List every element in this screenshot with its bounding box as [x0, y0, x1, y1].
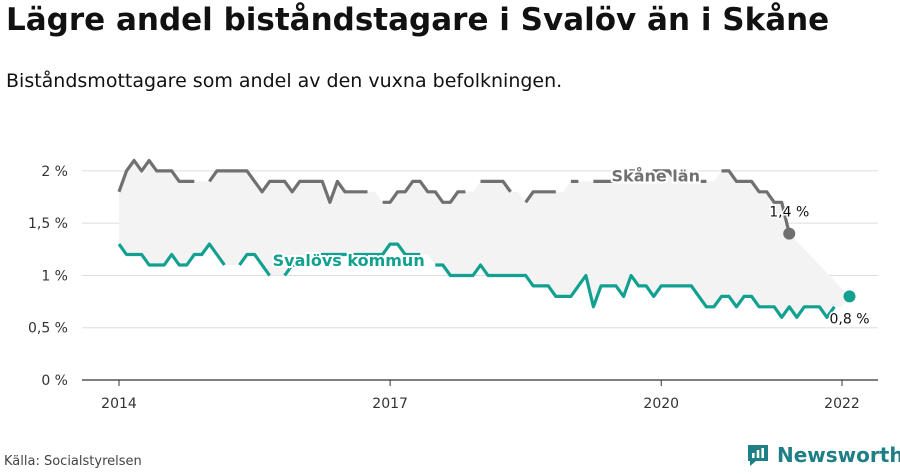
series-line-skane [480, 179, 512, 193]
series-line-skane [208, 169, 368, 204]
newsworthy-logo-icon [748, 445, 768, 466]
series-line-svalov [238, 252, 271, 277]
y-tick-label: 0,5 % [28, 321, 68, 337]
end-point [783, 227, 796, 240]
y-tick-label: 0 % [41, 373, 68, 389]
series-line-skane [593, 169, 707, 183]
source-note: Källa: Socialstyrelsen [4, 454, 142, 469]
series-line-skane [382, 179, 466, 204]
series-line-svalov [435, 263, 836, 319]
chart-subtitle: Biståndsmottagare som andel av den vuxna… [6, 70, 563, 92]
brand-name: Newsworthy [777, 443, 900, 467]
x-tick-label: 2022 [824, 396, 860, 412]
series-line-skane [524, 190, 556, 204]
series-line-svalov [283, 242, 421, 277]
x-tick-label: 2020 [643, 396, 679, 412]
end-point [843, 290, 856, 303]
end-label-skane: 1,4 % [769, 205, 809, 221]
series-line-svalov [117, 242, 226, 267]
label-layer: 1,4 % 0,8 % Skåne län Svalövs kommun [271, 164, 871, 329]
x-tick-label: 2014 [101, 396, 137, 412]
y-tick-label: 1 % [41, 268, 68, 284]
series-line-skane [117, 158, 195, 193]
series-line-skane [721, 169, 791, 234]
y-tick-label: 1,5 % [28, 216, 68, 232]
y-tick-label: 2 % [41, 164, 68, 180]
end-label-svalov: 0,8 % [829, 311, 869, 327]
range-band [119, 160, 850, 318]
series-label-svalov: Svalövs kommun [273, 251, 425, 270]
band-layer [119, 160, 850, 318]
series-label-skane: Skåne län [612, 166, 700, 185]
series-layer [117, 158, 856, 319]
brand-logo: Newsworthy [745, 442, 900, 468]
x-tick-label: 2017 [372, 396, 408, 412]
chart-title: Lägre andel biståndstagare i Svalöv än i… [6, 2, 830, 38]
